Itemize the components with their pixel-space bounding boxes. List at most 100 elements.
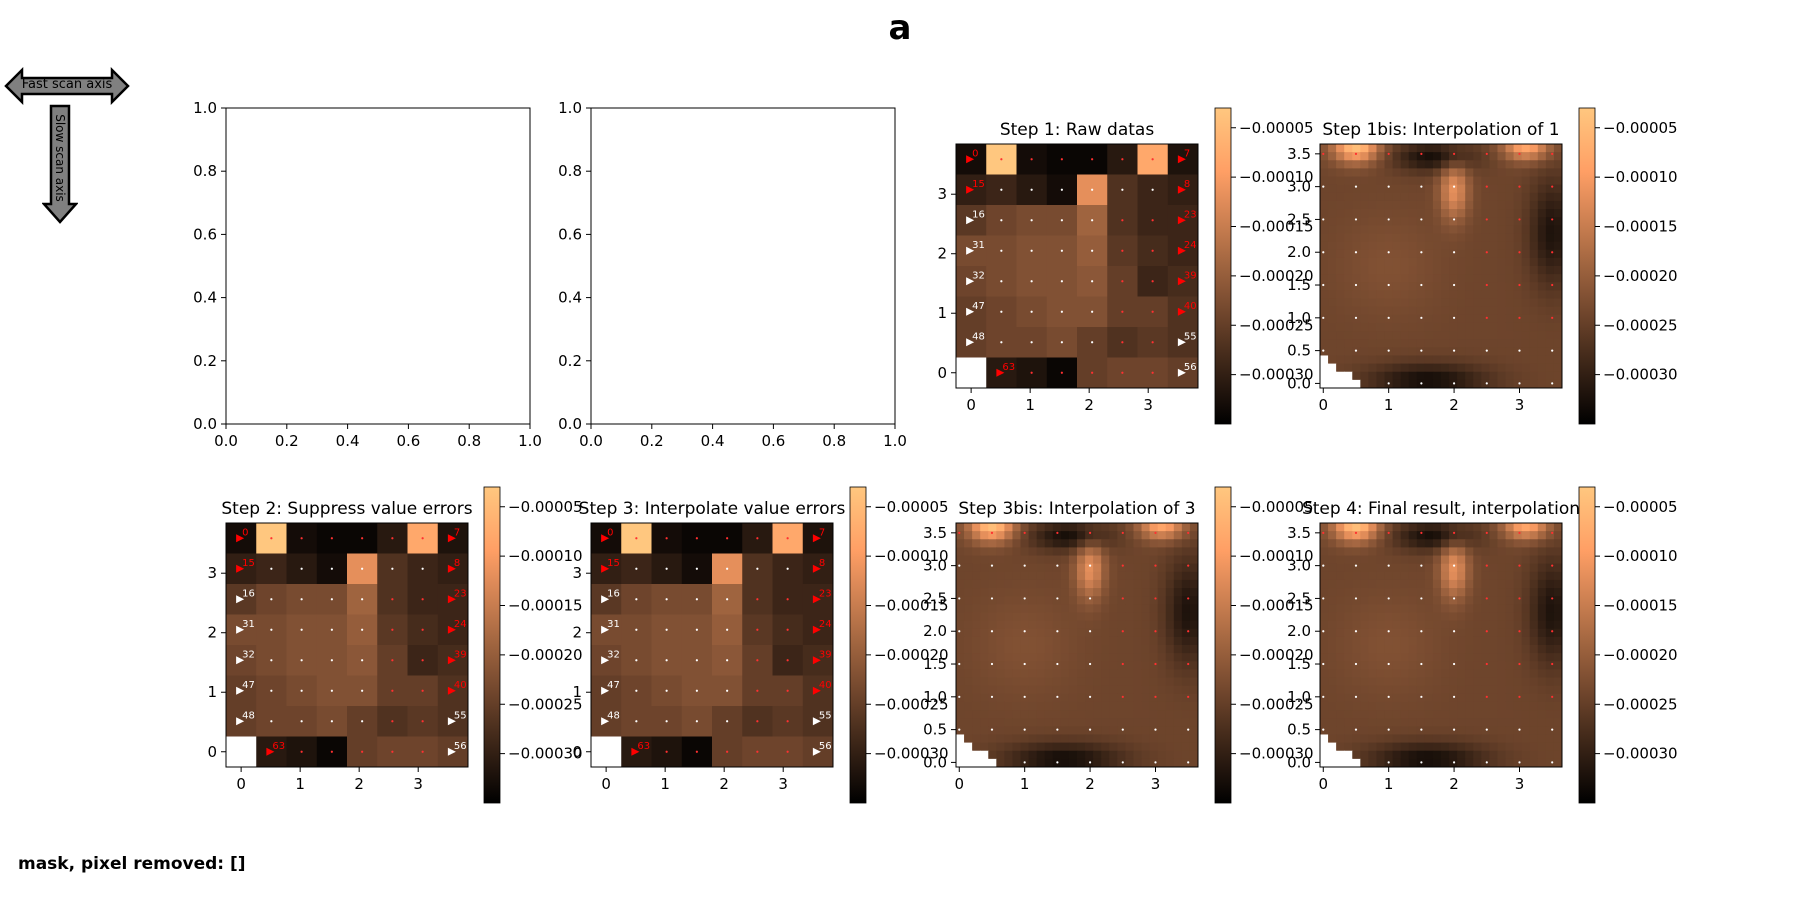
interp-cell	[1473, 604, 1482, 613]
interp-cell	[1513, 176, 1523, 186]
interp-cell	[1060, 628, 1070, 638]
interp-cell	[1384, 547, 1394, 557]
interp-cell	[1432, 160, 1442, 169]
scan-marker	[966, 216, 975, 225]
interp-cell	[1352, 209, 1361, 218]
interp-cell	[1545, 257, 1555, 267]
interp-cell	[1545, 306, 1555, 316]
interp-cell	[1376, 144, 1386, 153]
pixel-dot	[665, 750, 668, 753]
interp-cell	[1473, 168, 1482, 178]
interp-cell	[1553, 274, 1563, 283]
pixel-dot	[1387, 185, 1390, 188]
interp-cell	[1521, 653, 1531, 662]
interp-cell	[1392, 379, 1402, 389]
interp-cell	[1376, 322, 1386, 332]
interp-cell	[1165, 531, 1175, 540]
interp-cell	[956, 726, 965, 735]
pixel-dot	[635, 598, 638, 601]
interp-cell	[1376, 347, 1386, 356]
pixel-dot	[391, 720, 394, 723]
interp-cell	[1165, 734, 1175, 744]
interp-cell	[1036, 579, 1046, 589]
interp-cell	[1481, 168, 1490, 178]
interp-cell	[1052, 734, 1062, 744]
interp-cell	[1085, 612, 1094, 622]
interp-cell	[1012, 563, 1022, 573]
interp-cell	[972, 669, 981, 679]
interp-cell	[1149, 669, 1159, 679]
interp-cell	[1117, 596, 1126, 605]
interp-cell	[1012, 710, 1022, 719]
interp-cell	[1344, 290, 1353, 300]
interp-cell	[1489, 539, 1498, 548]
interp-cell	[1012, 758, 1022, 768]
scan-marker-label: 48	[607, 710, 620, 721]
pixel-dot	[1322, 564, 1325, 567]
colorbar-tick-label: −0.00015	[1239, 597, 1314, 615]
pixel-dot	[1551, 382, 1554, 385]
interp-cell	[1465, 379, 1474, 389]
interp-cell	[1360, 144, 1369, 153]
interp-cell	[1117, 612, 1126, 622]
interp-cell	[1529, 314, 1539, 324]
interp-cell	[1497, 710, 1507, 719]
pixel-dot	[1060, 219, 1063, 222]
interp-cell	[956, 604, 965, 613]
pixel-dot	[1154, 728, 1157, 731]
interp-cell	[1424, 355, 1434, 365]
interp-cell	[996, 710, 1005, 719]
interp-cell	[1553, 290, 1563, 300]
scan-marker	[236, 595, 245, 604]
interp-cell	[1117, 571, 1126, 581]
interp-cell	[1424, 653, 1434, 662]
pixel-dot	[726, 567, 729, 570]
interp-cell	[1416, 685, 1426, 695]
interp-cell	[1360, 266, 1369, 275]
interp-cell	[1141, 539, 1151, 548]
pixel-dot	[1030, 158, 1033, 161]
interp-cell	[1052, 710, 1062, 719]
interp-cell	[1085, 653, 1094, 662]
interp-cell	[1441, 266, 1450, 275]
interp-cell	[1165, 523, 1175, 532]
interp-cell	[1553, 539, 1563, 548]
scan-marker	[1177, 277, 1186, 286]
pixel-dot	[1551, 218, 1554, 221]
interp-cell	[1416, 588, 1426, 597]
x-tick-label: 2	[1085, 775, 1095, 793]
interp-cell	[1400, 160, 1410, 169]
interp-cell	[1489, 209, 1498, 218]
pixel-dot	[695, 628, 698, 631]
interp-cell	[1497, 523, 1507, 532]
interp-cell	[1513, 314, 1523, 324]
interp-cell	[1101, 718, 1110, 727]
interp-cell	[1085, 726, 1094, 735]
interp-cell	[1416, 168, 1426, 178]
interp-cell	[1173, 645, 1183, 654]
scan-marker	[966, 307, 975, 316]
interp-cell	[1036, 645, 1046, 654]
scan-marker-label: 56	[454, 741, 467, 752]
interp-cell	[1165, 636, 1175, 646]
interp-cell	[1392, 758, 1402, 768]
interp-cell	[1020, 620, 1030, 630]
interp-cell	[1117, 563, 1126, 573]
interp-cell	[1344, 339, 1353, 348]
interp-cell	[1368, 726, 1377, 735]
pixel-dot	[990, 630, 994, 633]
interp-cell	[1052, 701, 1062, 711]
interp-cell	[1181, 742, 1191, 752]
interp-cell	[1181, 701, 1191, 711]
interp-cell	[1497, 620, 1507, 630]
interp-cell	[1093, 653, 1102, 662]
interp-cell	[1344, 588, 1353, 597]
pixel-dot	[421, 689, 424, 692]
interp-cell	[1117, 661, 1126, 670]
interp-cell	[1109, 563, 1118, 573]
interp-cell	[1416, 710, 1426, 719]
interp-cell	[1432, 233, 1442, 243]
interp-cell	[1537, 661, 1547, 670]
interp-cell	[1376, 290, 1386, 300]
interp-cell	[964, 628, 973, 638]
